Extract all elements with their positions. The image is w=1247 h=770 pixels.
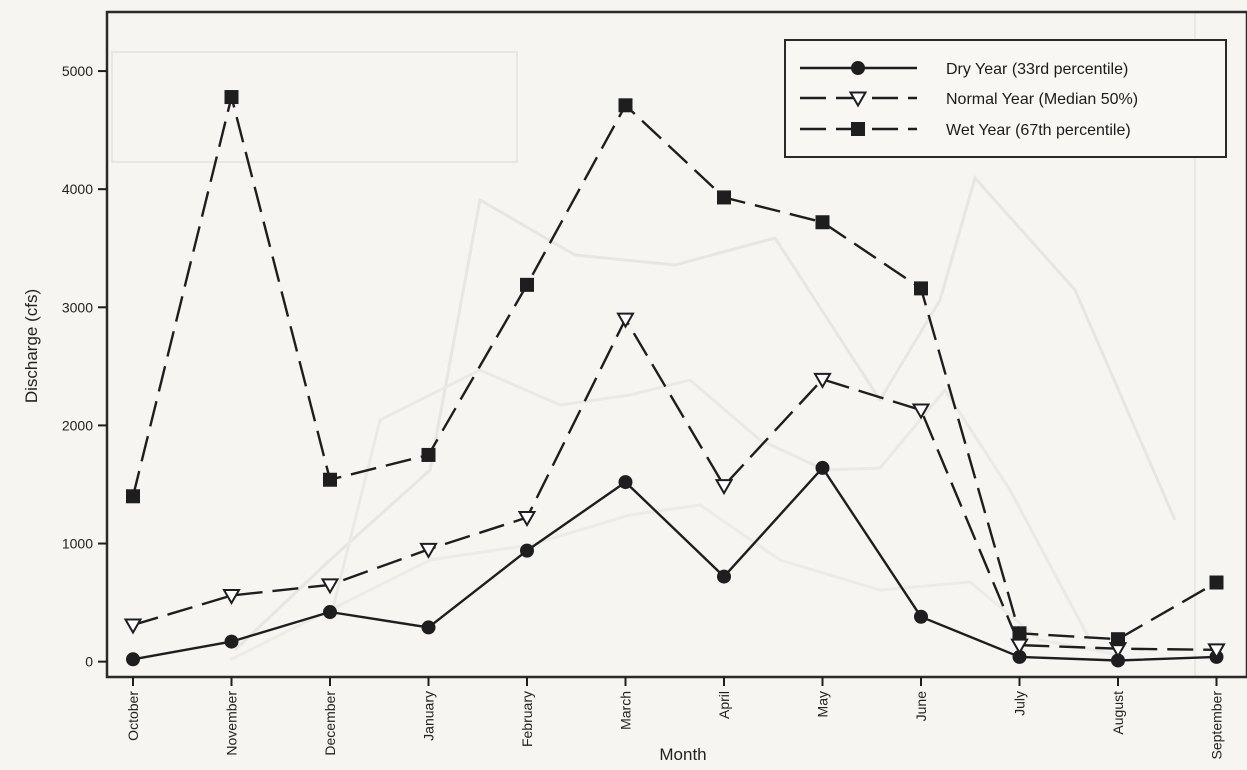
series-1-point — [421, 620, 436, 635]
series-1-point — [914, 609, 928, 624]
series-2-point — [222, 588, 241, 606]
legend-item-2: Normal Year (Median 50%) — [800, 91, 1138, 108]
series-2-point — [123, 618, 143, 635]
ghost-line-3 — [229, 503, 1121, 662]
legend-item-1: Dry Year (33rd percentile) — [800, 61, 1128, 78]
legend-marker — [851, 61, 865, 75]
series-1-point — [618, 475, 633, 490]
x-tick-label: June — [913, 691, 929, 722]
series-3-point — [126, 489, 140, 504]
series-2-point — [714, 479, 734, 496]
series-1-point — [323, 605, 337, 620]
series-1-point — [717, 569, 731, 584]
series-3-line — [131, 95, 1218, 641]
legend: Dry Year (33rd percentile) Normal Year (M… — [784, 39, 1227, 158]
x-tick-label: May — [815, 691, 831, 717]
ghost-legend-box — [111, 51, 518, 163]
y-axis: 0 1000 2000 3000 4000 5000 — [62, 63, 107, 670]
series-1-point — [126, 652, 140, 667]
y-tick-label: 3000 — [62, 299, 93, 315]
series-2-point — [419, 542, 438, 559]
series-3-point — [520, 277, 534, 292]
x-tick-label: February — [519, 691, 535, 747]
x-tick-label: October — [125, 691, 141, 741]
x-axis-title: Month — [659, 745, 706, 764]
series-3-point — [224, 90, 239, 105]
legend-item-3: Wet Year (67th percentile) — [800, 122, 1131, 139]
x-tick-label: December — [322, 691, 338, 756]
series-3-point — [421, 447, 436, 462]
y-tick-label: 2000 — [62, 417, 93, 433]
y-tick-label: 1000 — [62, 536, 93, 552]
x-tick-label: November — [224, 691, 240, 756]
x-tick-label: September — [1209, 691, 1225, 760]
series-3-point — [1012, 626, 1027, 641]
series-2-point — [320, 578, 340, 595]
legend-marker — [851, 122, 865, 136]
series-2-point — [616, 312, 635, 329]
series-3-point — [618, 98, 633, 113]
y-axis-title: Discharge (cfs) — [22, 289, 41, 403]
series-1 — [126, 460, 1224, 668]
series-2 — [123, 312, 1226, 660]
y-tick-label: 5000 — [62, 63, 93, 79]
series-3-point — [717, 190, 731, 205]
series-3-point — [323, 472, 337, 487]
series-2-point — [517, 511, 537, 528]
series-3-point — [914, 281, 928, 296]
x-tick-label: August — [1110, 691, 1126, 735]
series-1-point — [815, 460, 830, 475]
series-3 — [126, 90, 1224, 647]
x-tick-label: July — [1012, 691, 1028, 716]
series-3-point — [815, 215, 830, 230]
ghost-line-1 — [233, 174, 1177, 652]
series-2-point — [1207, 643, 1226, 660]
series-3-point — [1111, 632, 1125, 647]
y-tick-label: 0 — [85, 654, 93, 670]
series-2-line — [132, 317, 1217, 651]
x-tick-label: January — [421, 691, 437, 741]
plot-frame — [105, 10, 1247, 679]
y-tick-label: 4000 — [62, 181, 93, 197]
series-2-point — [813, 372, 832, 389]
x-tick-label: April — [716, 691, 732, 719]
legend-label: Dry Year (33rd percentile) — [946, 61, 1128, 78]
series-2-point — [911, 403, 931, 420]
x-tick-label: March — [618, 691, 634, 730]
legend-marker — [848, 91, 868, 108]
x-axis: October November December January February Ma… — [125, 677, 1225, 759]
series-1-point — [224, 634, 239, 649]
series-1-point — [520, 543, 534, 558]
series-1-line — [132, 466, 1217, 662]
series-layer — [123, 90, 1226, 668]
legend-label: Normal Year (Median 50%) — [946, 91, 1138, 108]
legend-items: Dry Year (33rd percentile) Normal Year (M… — [800, 61, 1138, 139]
legend-label: Wet Year (67th percentile) — [946, 122, 1131, 139]
series-3-point — [1209, 575, 1224, 590]
